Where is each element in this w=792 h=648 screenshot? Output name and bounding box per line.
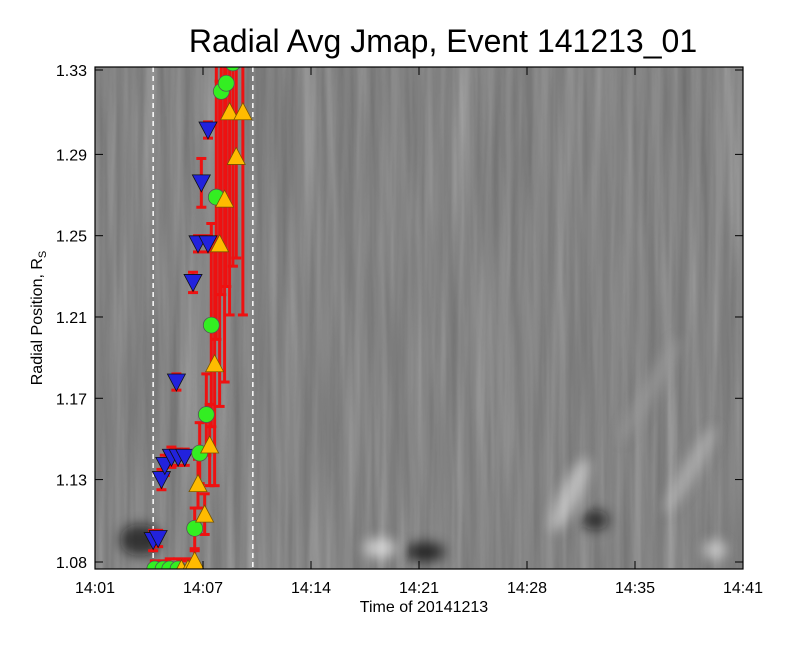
y-tick-label: 1.25	[56, 229, 87, 246]
down-triangle-point	[148, 530, 168, 549]
y-tick-label: 1.33	[56, 63, 87, 80]
up-triangle-point	[214, 189, 235, 208]
y-axis: 1.33 1.29 1.25 1.21 1.17 1.13 1.08	[56, 63, 743, 572]
up-triangle-point	[226, 146, 246, 165]
y-axis-label-main: Radial Position, R	[29, 258, 46, 385]
up-triangle-point	[204, 353, 225, 373]
y-axis-label-subscript: S	[37, 251, 49, 258]
circle-point	[197, 406, 215, 423]
y-tick-label: 1.08	[56, 555, 87, 572]
down-triangle-point	[151, 471, 172, 490]
x-tick-label: 14:14	[291, 580, 331, 597]
x-tick-label: 14:07	[183, 580, 223, 597]
up-triangle-point	[188, 473, 208, 493]
x-tick-label: 14:01	[75, 580, 115, 597]
circle-point	[217, 74, 235, 92]
x-tick-label: 14:28	[507, 580, 547, 597]
y-tick-label: 1.17	[56, 391, 87, 408]
x-axis-label: Time of 20141213	[360, 599, 488, 616]
x-tick-label: 14:21	[399, 580, 439, 597]
up-triangle-point	[233, 101, 253, 121]
up-triangle-point	[199, 435, 220, 454]
down-triangle-point	[183, 274, 203, 293]
down-triangle-point	[198, 121, 218, 140]
data-points	[143, 67, 253, 569]
circle-point	[202, 316, 220, 334]
up-triangle-point	[209, 233, 230, 253]
y-tick-label: 1.13	[56, 473, 87, 490]
jmap-image	[95, 67, 743, 569]
up-triangle-point	[219, 101, 240, 121]
y-tick-label: 1.21	[56, 310, 87, 327]
chart-title: Radial Avg Jmap, Event 141213_01	[189, 23, 697, 59]
down-triangle-point	[198, 235, 218, 254]
time-window-markers	[152, 67, 254, 569]
down-triangle-point	[191, 174, 212, 193]
up-triangle-point	[194, 504, 215, 523]
x-tick-label: 14:35	[615, 580, 655, 597]
y-tick-label: 1.29	[56, 147, 87, 164]
circle-point	[186, 519, 204, 537]
down-triangle-point	[175, 448, 195, 468]
x-axis: 14:01 14:07 14:14 14:21 14:28 14:35 14:41	[75, 67, 763, 597]
circle-point	[225, 67, 241, 72]
x-tick-label: 14:41	[723, 580, 763, 597]
y-axis-label: Radial Position, RS	[29, 251, 49, 386]
down-triangle-point	[166, 373, 187, 392]
